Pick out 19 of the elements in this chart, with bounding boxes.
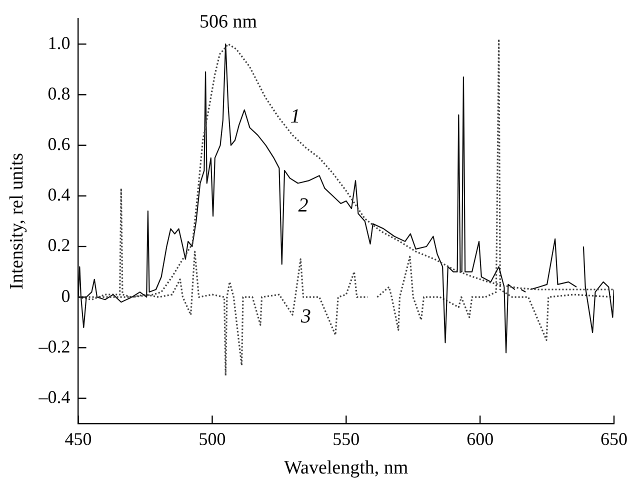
- x-tick-label: 600: [466, 429, 494, 450]
- x-tick-label: 650: [600, 429, 628, 450]
- y-tick-label: 1.0: [48, 32, 70, 53]
- y-tick-label: 0: [61, 286, 70, 306]
- y-tick-label: 0.8: [48, 83, 70, 104]
- x-axis-title: Wavelength, nm: [284, 458, 408, 479]
- series-label: 1: [290, 106, 300, 128]
- x-tick-label: 500: [198, 429, 226, 450]
- y-tick-label: 0.2: [48, 235, 70, 256]
- x-tick-label: 550: [332, 429, 360, 450]
- y-tick-label: –0.2: [38, 336, 70, 356]
- y-tick-label: –0.4: [38, 387, 70, 408]
- y-tick-label: 0.4: [48, 184, 70, 205]
- series-label: 2: [298, 194, 308, 216]
- annotation: 506 nm: [200, 12, 258, 33]
- y-tick-label: 0.6: [48, 134, 70, 154]
- x-tick-label: 450: [64, 429, 92, 450]
- series-label: 3: [300, 306, 311, 328]
- y-axis-title: Intensity, rel units: [6, 152, 28, 290]
